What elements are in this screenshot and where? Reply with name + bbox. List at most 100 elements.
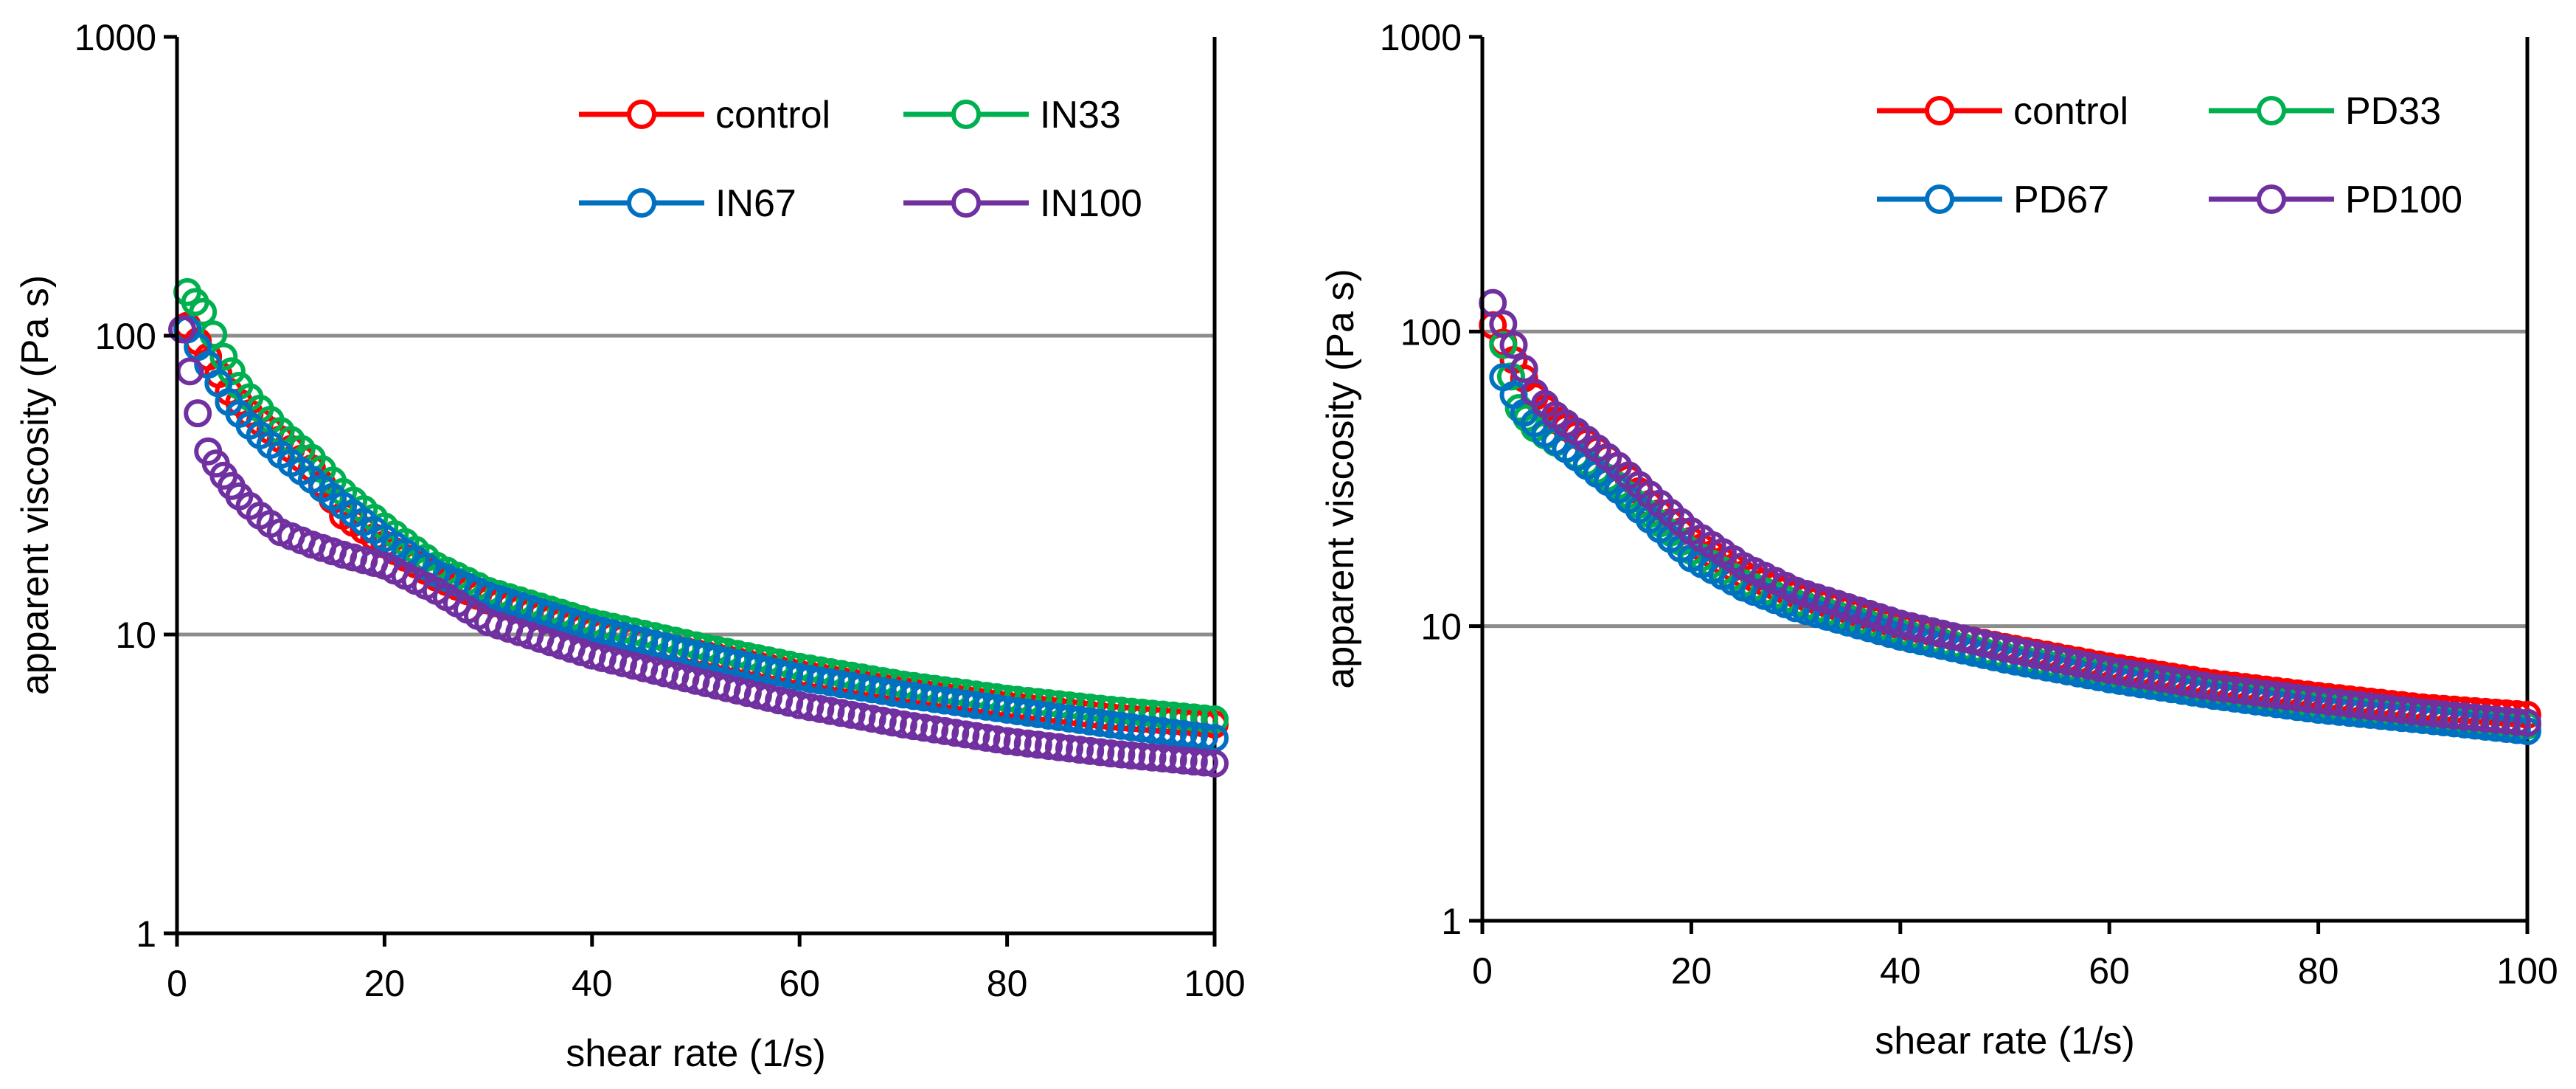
legend-swatch-marker [1925,184,1954,214]
data-point [920,715,949,744]
data-point [827,670,855,699]
data-point [785,663,814,691]
data-point [1013,698,1042,727]
y-tick-label: 1 [1441,901,1462,942]
data-point [1076,707,1105,736]
legend-item: IN100 [903,182,1142,225]
legend-item: IN67 [579,182,796,225]
data-point [931,716,959,745]
data-point [910,713,939,742]
data-point [931,686,959,715]
x-tick-label: 80 [2298,950,2339,992]
data-point [2210,674,2239,703]
legend-swatch-marker [951,100,981,129]
data-point [962,691,990,719]
data-point [168,315,197,344]
data-point [816,668,845,696]
y-tick-label: 10 [1420,606,1462,648]
data-point [910,683,939,712]
legend-item: PD33 [2209,90,2441,133]
series-IN67 [173,315,1229,753]
data-point [941,688,970,716]
x-tick-label: 60 [2089,950,2130,992]
x-tick-label: 60 [779,963,820,1004]
legend: control IN33 IN67 IN100 [579,94,1142,225]
y-tick-label: 100 [1400,311,1462,353]
data-point [2492,706,2521,735]
legend-swatch-marker [627,188,656,218]
data-point [889,710,917,739]
data-point [1034,701,1063,730]
legend-swatch-marker [2257,184,2286,214]
data-point [1128,714,1156,743]
legend-item: PD67 [1877,179,2109,221]
data-point [858,675,886,704]
data-point [1499,331,1528,359]
data-point [1201,749,1229,778]
x-tick-label: 80 [987,963,1028,1004]
data-point [1024,699,1052,728]
data-point [1138,716,1167,744]
data-point [184,399,212,428]
legend-label: IN67 [715,182,796,225]
viscosity-chart-left: 1 10 100 1000 0 20 40 60 80 100 shear rate (1/s) ap… [14,17,1246,1075]
data-point [982,725,1011,754]
data-point [2294,685,2322,713]
data-point [2356,692,2385,721]
legend-item: PD100 [2209,179,2462,221]
data-point [941,719,970,747]
data-point [1138,743,1167,772]
data-point [889,680,917,709]
legend-item: control [579,94,830,136]
legend-label: IN33 [1040,94,1121,136]
data-point [1097,739,1125,768]
data-point [2304,686,2333,715]
data-point [2482,705,2510,734]
y-tick-label: 1000 [74,17,156,58]
data-point [2461,703,2490,732]
data-point [209,342,238,371]
data-point [1107,740,1136,769]
data-point [2252,680,2280,708]
data-point [2314,687,2343,716]
data-point [982,694,1011,722]
data-point [1086,738,1115,767]
data-point [847,673,876,702]
data-point [1066,736,1094,764]
x-tick-label: 40 [572,963,613,1004]
data-point [2377,694,2406,723]
x-tick-label: 20 [364,963,406,1004]
legend-item: IN33 [903,94,1121,136]
data-point [1159,745,1187,774]
data-point [2471,704,2500,733]
data-point [1034,732,1063,761]
y-tick-label: 1000 [1380,17,1462,58]
x-tick-label: 100 [1184,963,1245,1004]
data-point [1128,742,1156,771]
data-point [1117,741,1146,770]
data-point [1159,719,1187,747]
x-tick-label: 0 [167,963,187,1004]
y-axis-title: apparent viscosity (Pa s) [1319,269,1362,688]
data-point [2199,673,2228,702]
data-point [920,685,949,713]
data-point [1076,736,1105,765]
data-point [2367,693,2395,722]
data-point [2419,699,2448,727]
data-point [1179,721,1208,750]
y-tick-label: 100 [95,316,156,357]
data-point [868,677,897,705]
viscosity-chart-right: 1 10 100 1000 0 20 40 60 80 100 shear rate (1/s) ap… [1319,17,2558,1062]
x-axis-title: shear rate (1/s) [1875,1020,2135,1062]
data-point [1097,710,1125,739]
legend-label: IN100 [1040,182,1142,225]
data-point [1086,708,1115,737]
legend-label: control [715,94,830,136]
data-point [899,712,928,741]
legend-swatch-marker [951,188,981,218]
data-point [2283,683,2312,712]
data-point [189,297,218,326]
data-point [899,682,928,711]
data-point [2262,681,2291,710]
